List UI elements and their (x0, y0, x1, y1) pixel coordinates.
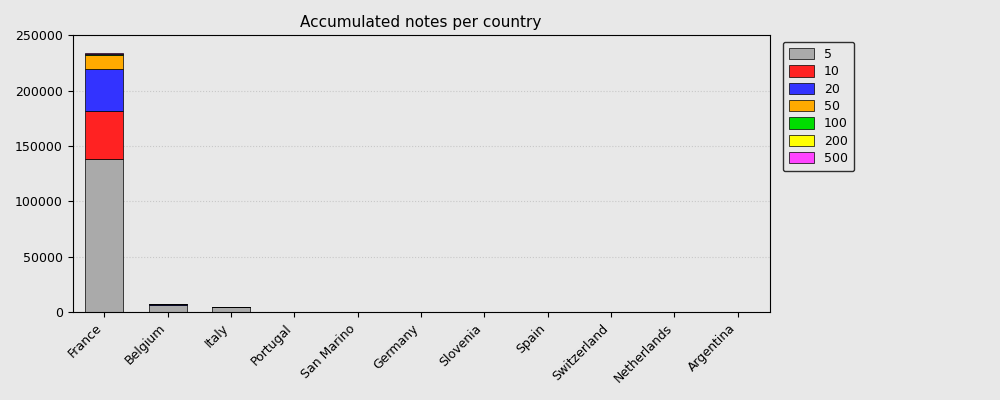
Bar (85, 68, 123, 111)
Bar (212, 308, 250, 312)
Bar (85, 111, 123, 159)
Bar (149, 304, 187, 305)
Bar (85, 159, 123, 312)
Legend: 5, 10, 20, 50, 100, 200, 500: 5, 10, 20, 50, 100, 200, 500 (783, 42, 854, 171)
Title: Accumulated notes per country: Accumulated notes per country (300, 15, 542, 30)
Bar (85, 54, 123, 55)
Bar (85, 55, 123, 68)
Bar (212, 307, 250, 308)
Bar (149, 305, 187, 312)
